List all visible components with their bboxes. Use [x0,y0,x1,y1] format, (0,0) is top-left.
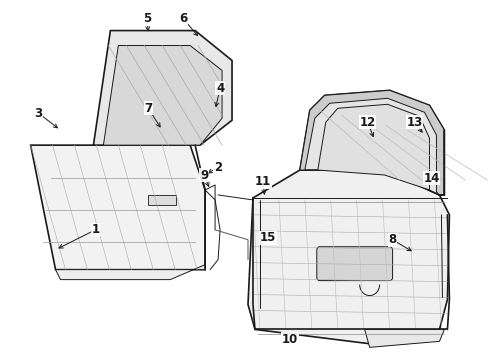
Polygon shape [365,329,444,347]
Bar [148,195,176,205]
Text: 9: 9 [200,168,208,181]
Text: 1: 1 [91,223,99,236]
Polygon shape [248,170,449,345]
Text: 10: 10 [282,333,298,346]
Text: 11: 11 [255,175,271,189]
Text: 2: 2 [214,161,222,174]
Text: 12: 12 [360,116,376,129]
Polygon shape [103,45,222,145]
Polygon shape [318,104,429,190]
FancyBboxPatch shape [317,247,392,280]
Text: 15: 15 [260,231,276,244]
Text: 14: 14 [423,171,440,185]
Polygon shape [94,31,232,145]
Text: 6: 6 [179,12,187,25]
Polygon shape [300,90,444,195]
Polygon shape [55,265,205,280]
Text: 3: 3 [34,107,43,120]
Polygon shape [300,90,444,195]
Text: 5: 5 [143,12,151,25]
Text: 13: 13 [406,116,423,129]
Text: 7: 7 [144,102,152,115]
Polygon shape [30,145,205,270]
Text: 4: 4 [216,82,224,95]
Text: 8: 8 [389,233,397,246]
